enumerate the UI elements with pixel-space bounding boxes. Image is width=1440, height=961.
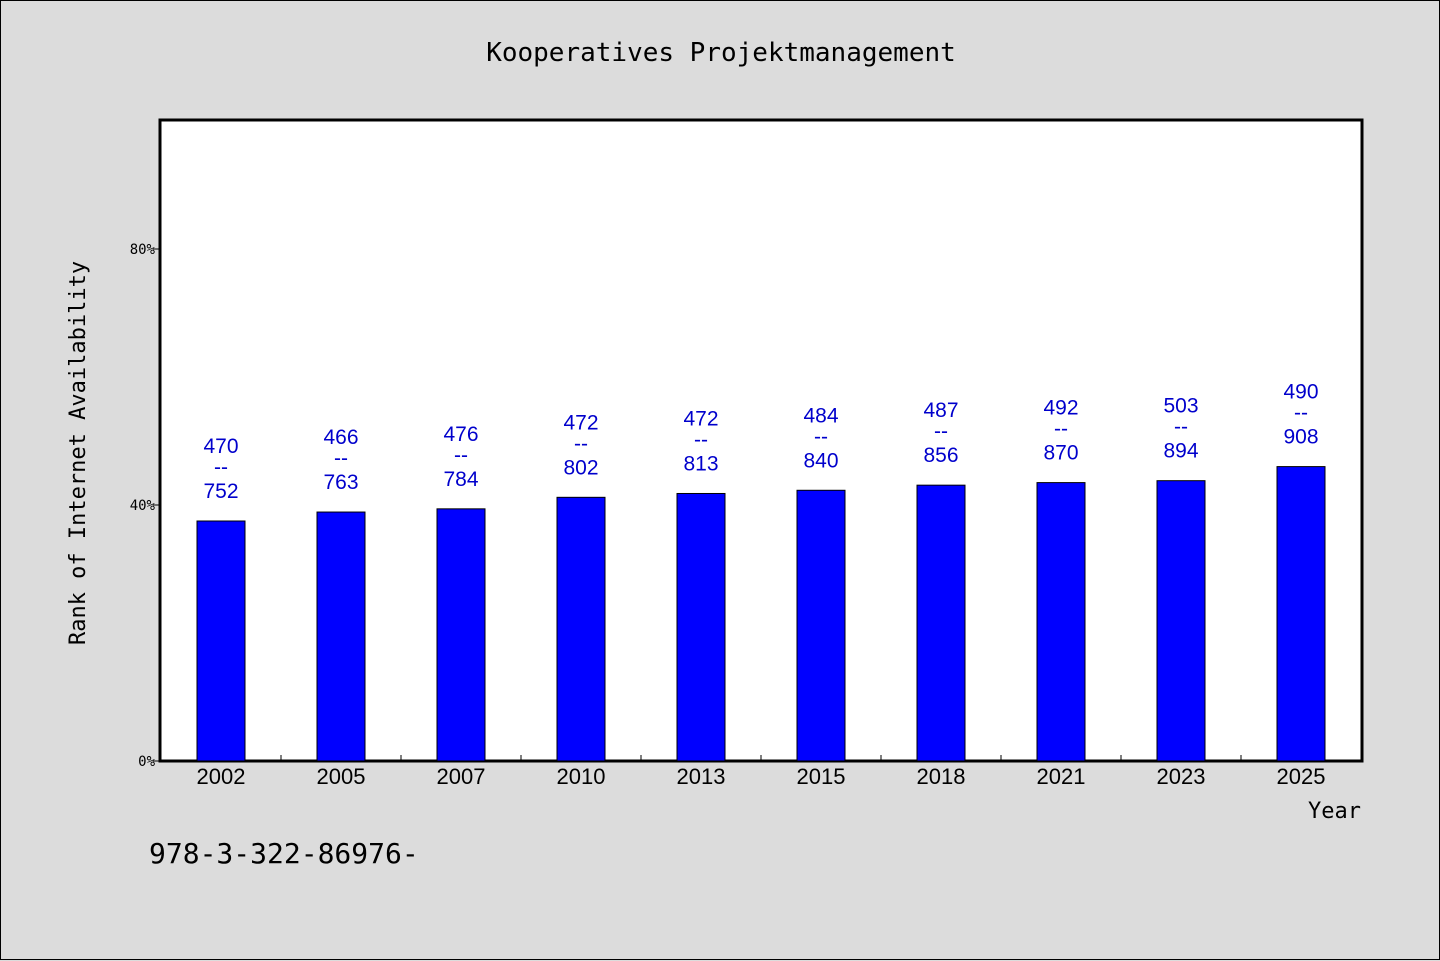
data-label-separator-2002: -- xyxy=(214,456,228,479)
footnote: 978-3-322-86976- xyxy=(149,837,419,870)
y-tick-label: 40% xyxy=(130,498,156,514)
bar-2023 xyxy=(1156,480,1206,762)
data-label-top-2023: 503 xyxy=(1163,395,1198,418)
x-axis-label: Year xyxy=(1308,799,1361,824)
data-label-bottom-2005: 763 xyxy=(323,471,358,494)
y-axis: 0% 40% 80% xyxy=(130,242,161,770)
bar-2015 xyxy=(796,489,846,762)
data-label-top-2018: 487 xyxy=(923,399,958,422)
data-label-separator-2010: -- xyxy=(574,432,588,455)
data-label-top-2025: 490 xyxy=(1283,381,1318,404)
y-tick-label: 0% xyxy=(138,754,155,770)
data-label-top-2015: 484 xyxy=(803,404,838,427)
data-label-bottom-2007: 784 xyxy=(443,468,478,491)
x-tick-label-2021: 2021 xyxy=(1037,764,1086,789)
data-label-bottom-2013: 813 xyxy=(683,452,718,475)
data-label-top-2002: 470 xyxy=(203,435,238,458)
x-tick-label-2015: 2015 xyxy=(797,764,846,789)
x-tick-label-2025: 2025 xyxy=(1277,764,1326,789)
chart-title: Kooperatives Projektmanagement xyxy=(486,38,956,68)
bar-2021 xyxy=(1036,482,1086,762)
y-tick-label: 80% xyxy=(130,242,156,258)
data-label-top-2005: 466 xyxy=(323,426,358,449)
data-label-separator-2015: -- xyxy=(814,425,828,448)
x-tick-label-2013: 2013 xyxy=(677,764,726,789)
bars-group xyxy=(196,466,1326,762)
bar-2002 xyxy=(196,520,246,762)
data-label-top-2013: 472 xyxy=(683,407,718,430)
bar-2013 xyxy=(676,492,726,762)
data-labels-group: 470--752466--763476--784472--802472--813… xyxy=(203,381,1318,503)
data-label-bottom-2023: 894 xyxy=(1163,440,1198,463)
x-tick-label-2005: 2005 xyxy=(317,764,366,789)
bar-2025 xyxy=(1276,466,1326,762)
data-label-top-2021: 492 xyxy=(1043,397,1078,420)
bar-2010 xyxy=(556,496,606,762)
data-label-bottom-2021: 870 xyxy=(1043,442,1078,465)
x-tick-label-2023: 2023 xyxy=(1157,764,1206,789)
data-label-separator-2021: -- xyxy=(1054,418,1068,441)
data-label-separator-2018: -- xyxy=(934,420,948,443)
y-axis-label: Rank of Internet Availability xyxy=(66,261,91,645)
data-label-bottom-2010: 802 xyxy=(563,456,598,479)
bar-2018 xyxy=(916,484,966,762)
x-tick-label-2018: 2018 xyxy=(917,764,966,789)
data-label-bottom-2015: 840 xyxy=(803,449,838,472)
data-label-top-2010: 472 xyxy=(563,411,598,434)
data-label-bottom-2025: 908 xyxy=(1283,426,1318,449)
x-axis: 2002 2005 2007 2010 2013 2015 2018 2021 2023 2025 xyxy=(197,755,1326,789)
data-label-bottom-2018: 856 xyxy=(923,444,958,467)
data-label-separator-2025: -- xyxy=(1294,402,1308,425)
x-tick-label-2007: 2007 xyxy=(437,764,486,789)
bar-2007 xyxy=(436,508,486,762)
data-label-separator-2023: -- xyxy=(1174,416,1188,439)
x-tick-label-2002: 2002 xyxy=(197,764,246,789)
data-label-bottom-2002: 752 xyxy=(203,480,238,503)
data-label-separator-2007: -- xyxy=(454,444,468,467)
data-label-separator-2013: -- xyxy=(694,428,708,451)
bar-2005 xyxy=(316,511,366,762)
data-label-separator-2005: -- xyxy=(334,447,348,470)
data-label-top-2007: 476 xyxy=(443,423,478,446)
x-tick-label-2010: 2010 xyxy=(557,764,606,789)
